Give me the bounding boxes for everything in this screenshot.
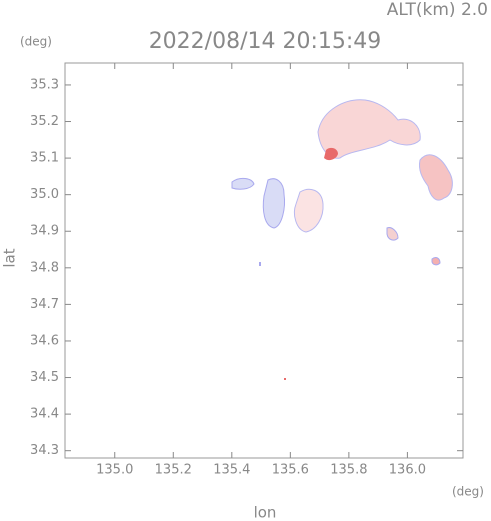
y-tick-label: 34.9	[30, 224, 59, 239]
y-tick-label: 34.7	[30, 297, 59, 312]
y-tick-label: 35.3	[30, 77, 59, 92]
echo-area	[317, 99, 421, 159]
echo-core	[324, 147, 338, 161]
y-tick-label: 34.4	[30, 407, 59, 422]
x-tick-label: 135.2	[155, 463, 192, 478]
echo-area	[431, 257, 441, 266]
x-tick-label: 135.6	[272, 463, 309, 478]
echo-field	[231, 99, 453, 380]
echo-point	[259, 262, 261, 266]
echo-area	[419, 154, 453, 201]
y-tick-label: 35.0	[30, 187, 59, 202]
plot-frame	[64, 62, 464, 459]
x-tick-label: 135.4	[213, 463, 250, 478]
echo-point	[284, 378, 286, 380]
x-tick-label: 135.8	[330, 463, 367, 478]
y-tick-label: 34.6	[30, 333, 59, 348]
x-axis-label: lon	[254, 504, 277, 521]
x-tick-label: 136.0	[389, 463, 426, 478]
y-unit: (deg)	[20, 35, 52, 49]
chart-title: 2022/08/14 20:15:49	[149, 29, 382, 54]
y-tick-label: 35.1	[30, 151, 59, 166]
x-tick-label: 135.0	[96, 463, 133, 478]
echo-area	[262, 178, 285, 229]
echo-area	[386, 227, 399, 241]
y-axis-label: lat	[1, 248, 19, 267]
x-unit: (deg)	[452, 485, 484, 499]
echo-area	[231, 177, 255, 190]
y-tick-label: 34.3	[30, 443, 59, 458]
echo-area	[293, 188, 324, 233]
y-tick-label: 34.8	[30, 260, 59, 275]
y-tick-label: 35.2	[30, 114, 59, 129]
y-tick-label: 34.5	[30, 370, 59, 385]
altitude-label: ALT(km) 2.0	[387, 0, 488, 20]
